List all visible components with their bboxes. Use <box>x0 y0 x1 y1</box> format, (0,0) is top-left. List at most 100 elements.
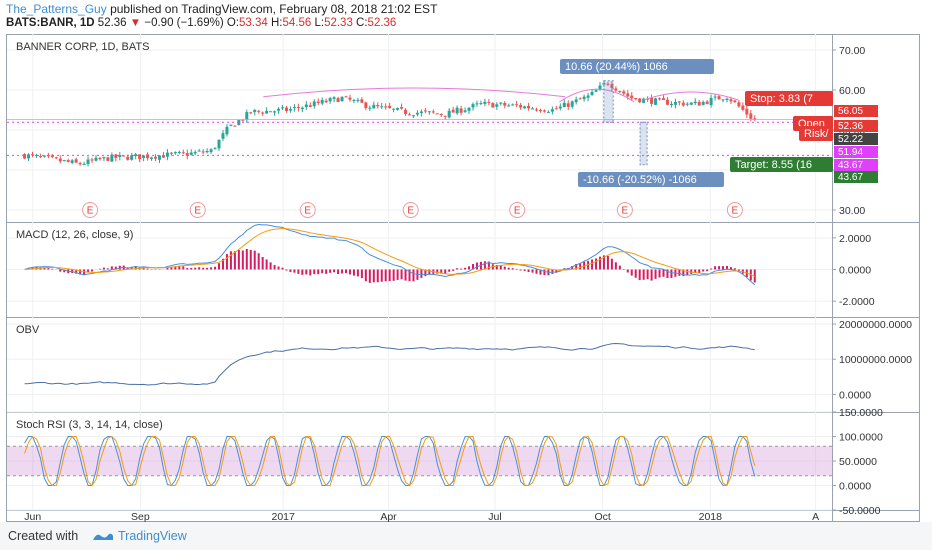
earnings-marker-label: E <box>407 206 414 217</box>
earnings-marker-icon[interactable] <box>82 202 99 218</box>
candle-down <box>729 99 733 102</box>
candle-down <box>665 99 669 105</box>
candle-up <box>455 107 459 114</box>
earnings-marker-label: E <box>194 206 201 217</box>
earnings-marker-icon[interactable] <box>189 202 206 218</box>
candle-down <box>38 156 42 158</box>
candle-down <box>114 154 118 158</box>
candle-down <box>459 108 463 113</box>
candle-up <box>411 115 415 117</box>
candle-up <box>229 124 233 126</box>
earnings-marker-icon[interactable] <box>402 202 419 218</box>
candle-up <box>177 151 181 153</box>
candle-down <box>201 151 205 153</box>
y-tick-label: -50.0000 <box>839 505 881 517</box>
price-tag: 43.67 <box>838 160 863 171</box>
candle-down <box>566 103 570 107</box>
left-shoulder-arc <box>263 87 566 98</box>
candle-down <box>146 154 150 159</box>
measure-down-label: -10.66 (-20.52%) -1066 <box>583 174 697 186</box>
earnings-marker-icon[interactable] <box>616 202 633 218</box>
macd-signal-line <box>24 228 755 278</box>
candle-up <box>217 139 221 149</box>
candle-up <box>300 107 304 110</box>
chart-frame <box>6 34 920 522</box>
candle-down <box>360 99 364 103</box>
candle-up <box>332 97 336 99</box>
candle-up <box>253 109 257 113</box>
pane-title: BANNER CORP, 1D, BATS <box>16 41 149 53</box>
candle-up <box>570 101 574 107</box>
earnings-marker-icon[interactable] <box>299 202 316 218</box>
candle-up <box>602 83 606 85</box>
candle-up <box>507 105 511 107</box>
candle-up <box>479 103 483 105</box>
candle-up <box>368 107 372 109</box>
candle-down <box>74 159 78 163</box>
candle-up <box>94 157 98 161</box>
low-value: 52.33 <box>324 17 353 29</box>
measure-up-box <box>603 80 614 123</box>
candle-down <box>169 152 173 154</box>
measure-up-label-bg <box>560 59 714 74</box>
candle-down <box>30 154 34 156</box>
tradingview-brand[interactable]: TradingView <box>118 529 187 543</box>
right-shoulder-arc <box>643 91 739 101</box>
candle-down <box>677 101 681 103</box>
candle-down <box>284 107 288 112</box>
close-label: C: <box>356 17 368 29</box>
candle-down <box>344 96 348 98</box>
candle-down <box>316 101 320 103</box>
high-label: H: <box>270 17 283 29</box>
stop-label: Stop: 3.83 (7 <box>750 93 813 105</box>
candle-up <box>396 107 400 110</box>
price-change: −0.90 (−1.69%) <box>144 17 224 29</box>
earnings-marker-label: E <box>514 206 521 217</box>
candle-down <box>705 101 709 104</box>
y-tick-label: 0.0000 <box>839 389 871 401</box>
candle-down <box>487 101 491 103</box>
candle-down <box>634 98 638 100</box>
measure-down-box <box>639 121 648 166</box>
candle-up <box>372 104 376 109</box>
risk-label: Risk/ <box>804 128 829 140</box>
obv-line <box>24 343 755 386</box>
candle-up <box>328 98 332 102</box>
price-tag-bg <box>834 105 878 117</box>
earnings-marker-label: E <box>87 206 94 217</box>
candle-up <box>62 160 66 162</box>
candle-down <box>138 154 142 159</box>
target-label: Target: 8.55 (16 <box>735 159 812 171</box>
candle-down <box>630 95 634 99</box>
x-tick-label: A <box>812 511 819 523</box>
pane-title: Stoch RSI (3, 3, 14, 14, close) <box>16 419 163 431</box>
candle-down <box>439 113 443 115</box>
earnings-marker-icon[interactable] <box>509 202 526 218</box>
candle-up <box>205 150 209 153</box>
candle-down <box>717 96 721 100</box>
candle-down <box>503 102 507 106</box>
candle-down <box>58 158 62 162</box>
candle-down <box>154 156 158 159</box>
candle-down <box>749 113 753 119</box>
last-price: 52.36 <box>97 17 127 29</box>
open-value: 53.34 <box>239 17 268 29</box>
earnings-marker-label: E <box>622 206 629 217</box>
x-tick-label: 2018 <box>699 511 723 523</box>
author-link[interactable]: The_Patterns_Guy <box>6 2 107 16</box>
earnings-marker-icon[interactable] <box>726 202 743 218</box>
candle-down <box>161 155 165 158</box>
earnings-marker-label: E <box>732 206 739 217</box>
price-tag-bg <box>834 159 878 171</box>
x-tick-label: Oct <box>594 511 610 523</box>
y-tick-label: 0.0000 <box>839 481 871 493</box>
candle-down <box>400 106 404 109</box>
candle-down <box>364 102 368 109</box>
candle-down <box>681 102 685 106</box>
candle-down <box>697 101 701 106</box>
candle-down <box>578 98 582 100</box>
tradingview-logo-icon <box>93 533 113 540</box>
stop-label-bg <box>745 91 833 106</box>
y-tick-label: 60.00 <box>839 85 865 97</box>
